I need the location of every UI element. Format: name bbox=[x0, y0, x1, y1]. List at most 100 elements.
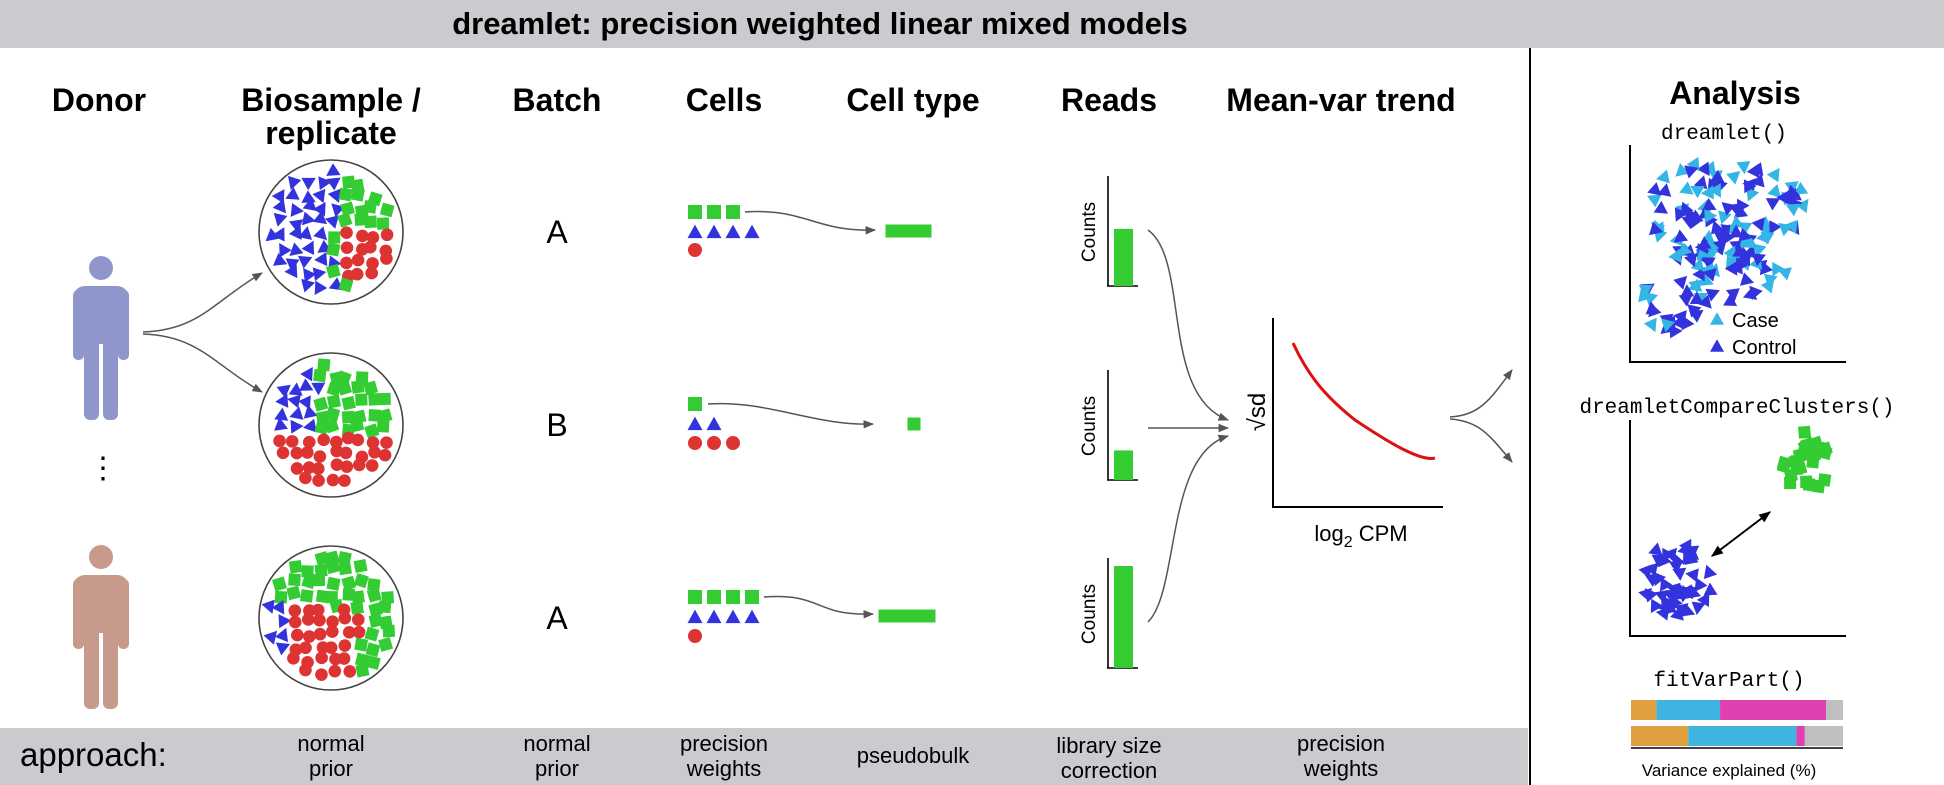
dreamlet-point bbox=[1643, 317, 1657, 333]
triangle-cell bbox=[271, 189, 285, 204]
pseudobulk-square bbox=[896, 224, 910, 238]
cell-square bbox=[745, 590, 759, 604]
dreamlet-point bbox=[1698, 294, 1712, 309]
dreamlet-point bbox=[1752, 243, 1767, 258]
cluster1-point bbox=[1672, 567, 1687, 581]
dreamlet-point bbox=[1678, 293, 1693, 307]
square-cell bbox=[353, 573, 369, 589]
dreamlet-point bbox=[1708, 183, 1721, 198]
circle-cell bbox=[338, 611, 352, 625]
cluster2-point bbox=[1817, 473, 1832, 487]
cluster1-point bbox=[1659, 577, 1673, 592]
dreamlet-function-label: dreamlet() bbox=[1661, 123, 1787, 146]
cluster2-point bbox=[1806, 455, 1820, 469]
dreamlet-point bbox=[1795, 198, 1809, 214]
square-cell bbox=[365, 642, 381, 658]
circle-cell bbox=[365, 266, 378, 280]
counts-bar bbox=[1114, 566, 1133, 668]
counts-ylabel: Counts bbox=[1079, 584, 1100, 644]
cluster1-point bbox=[1691, 601, 1706, 616]
figure-title: dreamlet: precision weighted linear mixe… bbox=[452, 6, 1188, 41]
cluster1-point bbox=[1696, 592, 1710, 608]
varpart-segment bbox=[1656, 700, 1721, 720]
varpart-function-label: fitVarPart() bbox=[1653, 670, 1804, 693]
square-cell bbox=[301, 565, 314, 578]
square-cell bbox=[349, 417, 365, 433]
cluster1-point bbox=[1650, 598, 1664, 614]
dreamlet-point bbox=[1729, 240, 1744, 254]
dreamlet-point bbox=[1704, 209, 1718, 224]
cell-circle bbox=[688, 629, 702, 643]
square-cell bbox=[378, 636, 394, 652]
dreamlet-point bbox=[1696, 246, 1711, 261]
square-cell bbox=[325, 406, 341, 422]
triangle-cell bbox=[312, 210, 328, 225]
circle-cell bbox=[326, 625, 339, 638]
dreamlet-point bbox=[1696, 161, 1710, 176]
svg-text:precision: precision bbox=[680, 731, 768, 756]
square-cell bbox=[338, 561, 352, 576]
dreamlet-point bbox=[1675, 163, 1690, 177]
circle-cell bbox=[299, 471, 312, 485]
square-cell bbox=[353, 558, 368, 574]
circle-cell bbox=[299, 641, 312, 655]
triangle-cell bbox=[301, 278, 316, 293]
pseudobulk-square bbox=[885, 224, 899, 238]
circle-cell bbox=[299, 663, 312, 677]
circle-cell bbox=[302, 461, 316, 474]
triangle-cell bbox=[314, 252, 328, 267]
circle-cell bbox=[350, 267, 364, 281]
person-head bbox=[89, 545, 113, 569]
pseudobulk-square bbox=[918, 224, 932, 238]
square-cell bbox=[313, 396, 329, 412]
triangle-cell bbox=[289, 242, 304, 257]
svg-text:precision: precision bbox=[1297, 731, 1385, 756]
circle-cell bbox=[315, 668, 328, 681]
pseudobulk-square bbox=[907, 224, 921, 238]
square-cell bbox=[338, 277, 354, 293]
triangle-cell bbox=[302, 197, 317, 212]
triangle-cell bbox=[265, 227, 280, 242]
cell-triangle bbox=[687, 416, 703, 431]
dreamlet-point bbox=[1767, 184, 1782, 199]
square-cell bbox=[376, 420, 390, 433]
circle-cell bbox=[290, 462, 304, 475]
cell-triangle bbox=[725, 609, 741, 624]
circle-cell bbox=[343, 665, 357, 678]
circle-cell bbox=[324, 641, 338, 654]
person-left-leg bbox=[84, 336, 99, 420]
donor-to-biosample2-arrow bbox=[142, 333, 263, 393]
circle-cell bbox=[356, 229, 369, 243]
dreamlet-point bbox=[1718, 210, 1732, 225]
cluster2-point bbox=[1776, 455, 1792, 471]
header-mean-var: Mean-var trend bbox=[1226, 82, 1455, 118]
dreamlet-point bbox=[1751, 217, 1765, 232]
cluster1-point bbox=[1666, 582, 1681, 597]
circle-cell bbox=[312, 474, 325, 487]
dreamlet-point bbox=[1683, 252, 1698, 268]
person-head bbox=[89, 256, 113, 280]
triangle-cell bbox=[311, 382, 326, 396]
varpart-segment bbox=[1826, 700, 1843, 720]
trend-xlabel: log2 CPM bbox=[1314, 521, 1407, 551]
cell-triangle bbox=[687, 224, 703, 239]
approach-normal-prior-2: normal prior bbox=[523, 731, 590, 781]
triangle-cell bbox=[312, 188, 326, 204]
cell-circle bbox=[707, 436, 721, 450]
header-replicate: replicate bbox=[265, 115, 397, 151]
triangle-cell bbox=[302, 418, 317, 433]
dreamlet-point bbox=[1765, 198, 1781, 211]
approach-pseudobulk: pseudobulk bbox=[857, 743, 971, 768]
square-cell bbox=[337, 550, 352, 566]
triangle-cell bbox=[273, 252, 288, 266]
circle-cell bbox=[340, 226, 353, 240]
dreamlet-point bbox=[1699, 272, 1714, 286]
square-cell bbox=[288, 573, 301, 586]
circle-cell bbox=[341, 431, 355, 445]
counts-bar bbox=[1114, 450, 1133, 480]
person-right-leg bbox=[103, 336, 118, 420]
square-cell bbox=[376, 217, 390, 230]
circle-cell bbox=[326, 473, 340, 487]
cluster2-point bbox=[1784, 476, 1797, 490]
